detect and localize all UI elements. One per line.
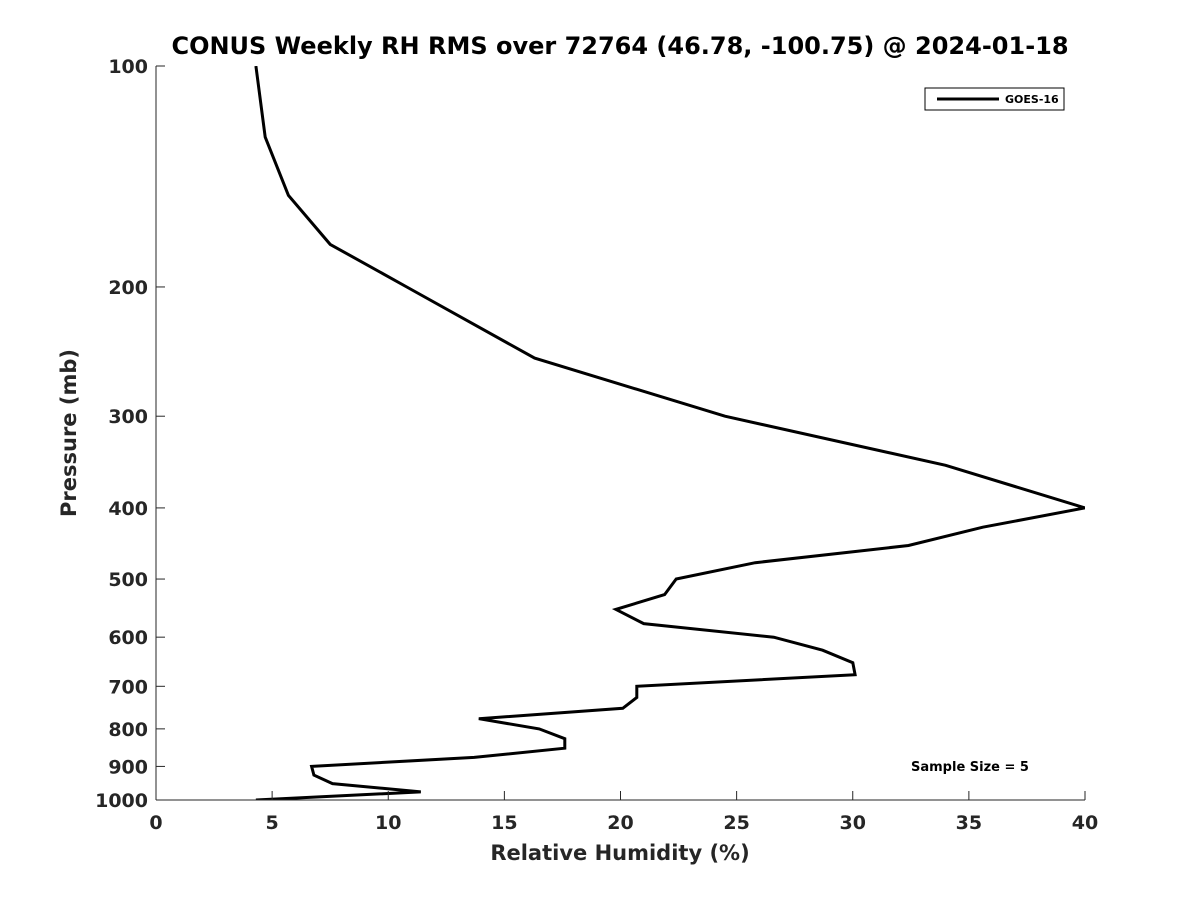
y-tick-label: 700 <box>108 676 148 698</box>
x-tick-label: 40 <box>1072 812 1098 834</box>
legend: GOES-16 <box>924 87 1065 111</box>
x-tick-label: 30 <box>840 812 866 834</box>
sample-size-annotation: Sample Size = 5 <box>911 760 1029 775</box>
y-tick-label: 800 <box>108 719 148 741</box>
y-tick-label: 500 <box>108 569 148 591</box>
y-tick-label: 900 <box>108 756 148 778</box>
series-line-segment-1 <box>254 66 1085 510</box>
x-tick-label: 20 <box>607 812 633 834</box>
y-tick-label: 600 <box>108 627 148 649</box>
y-tick-label: 200 <box>108 277 148 299</box>
y-tick-label: 1000 <box>95 790 148 812</box>
y-tick-label: 100 <box>108 56 148 78</box>
x-axis-label: Relative Humidity (%) <box>490 841 749 865</box>
plot-area <box>254 66 1085 800</box>
x-tick-label: 5 <box>266 812 279 834</box>
x-tick-label: 15 <box>491 812 517 834</box>
x-axis: 0 5 10 15 20 25 30 35 40 <box>149 791 1098 834</box>
legend-label-goes-16: GOES-16 <box>1005 93 1059 106</box>
x-tick-label: 0 <box>149 812 162 834</box>
x-tick-label: 35 <box>956 812 982 834</box>
y-axis-label: Pressure (mb) <box>57 349 81 517</box>
series-GOES-16 <box>254 66 1085 800</box>
series-line-segment-2 <box>255 506 1085 800</box>
x-tick-label: 10 <box>375 812 401 834</box>
y-tick-label: 400 <box>108 498 148 520</box>
x-tick-label: 25 <box>723 812 749 834</box>
y-axis: 100 200 300 400 500 600 700 800 900 1000 <box>95 56 165 812</box>
chart-title: CONUS Weekly RH RMS over 72764 (46.78, -… <box>171 32 1068 60</box>
y-tick-label: 300 <box>108 406 148 428</box>
